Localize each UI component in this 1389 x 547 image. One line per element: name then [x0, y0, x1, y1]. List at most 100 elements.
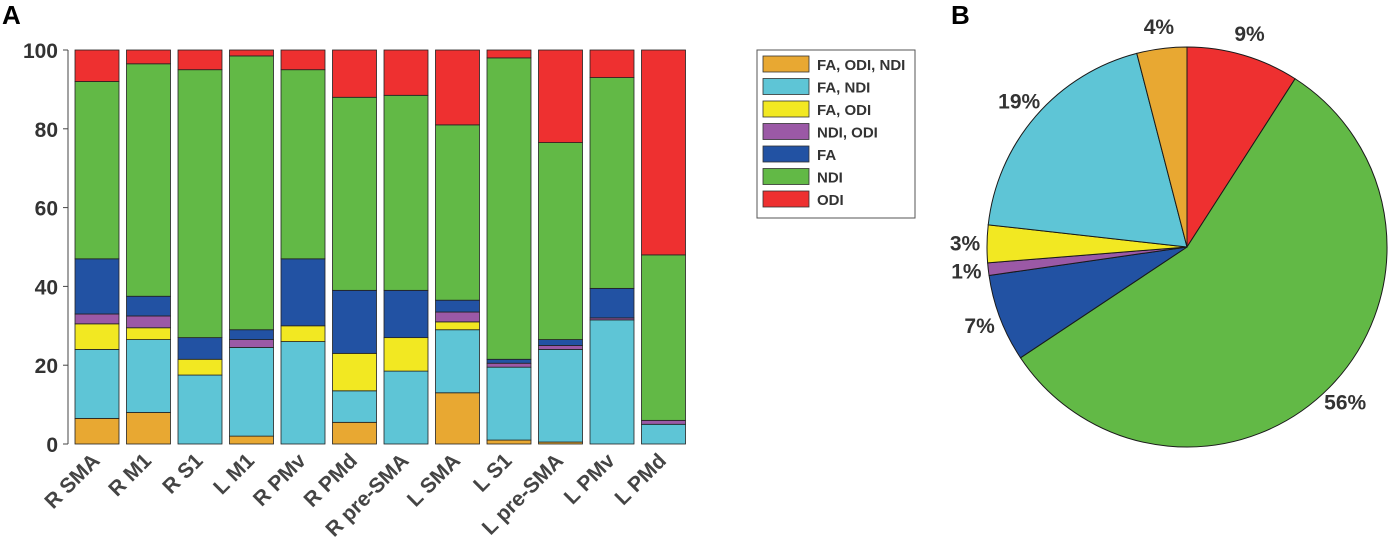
bar-segment-r-sma-odi: [74, 49, 120, 82]
legend-items: FA, ODI, NDI FA, NDI FA, ODI NDI, ODI FA NDI O…: [762, 55, 905, 209]
legend-label-fa-odi-ndi: FA, ODI, NDI: [817, 57, 905, 74]
bar-segment-r-m1-fa-ndi: [126, 339, 171, 413]
bar-segment-r-sma-fa-odi: [74, 323, 120, 350]
legend-swatch-ndi-odi: [762, 123, 810, 140]
bar-segment-l-pmv-fa-ndi: [589, 319, 635, 445]
bar-segment-l-m1-fa-ndi: [229, 347, 274, 437]
bar-segment-l-sma-fa-ndi: [435, 329, 480, 394]
bar-segment-l-pmd-fa-ndi: [641, 423, 686, 445]
pie-label-7: 7%: [964, 315, 995, 338]
x-tick-label-r-sma: R SMA: [40, 449, 104, 513]
bar-segment-l-s1-fa: [486, 358, 532, 364]
legend-swatch-fa-odi-ndi: [762, 55, 810, 73]
bar-segment-r-pre-sma-fa-odi: [383, 337, 429, 372]
bar-segment-r-pmv-fa: [280, 258, 326, 327]
bar-segment-r-pre-sma-fa-ndi: [383, 370, 429, 445]
bar-segment-r-sma-fa-ndi: [74, 349, 120, 419]
bar-segment-r-s1-fa-ndi: [177, 374, 223, 445]
bar-segment-l-s1-odi: [486, 49, 532, 59]
bar-segment-r-pmv-ndi: [280, 69, 326, 260]
x-tick-label-r-m1: R M1: [104, 449, 156, 501]
bar-segment-r-pmd-fa: [332, 289, 377, 354]
bar-segment-r-pmv-fa-odi: [280, 325, 326, 342]
legend: FA, ODI, NDI FA, NDI FA, ODI NDI, ODI FA NDI O…: [756, 49, 916, 219]
bar-segment-r-pmd-fa-odi: [332, 352, 377, 392]
bar-segment-r-m1-fa-odi: [126, 327, 171, 340]
pie-slice-56: [1019, 78, 1388, 448]
x-tick-label-l-s1: L S1: [469, 449, 517, 497]
legend-label-fa-odi: FA, ODI: [817, 102, 871, 119]
legend-label-odi: ODI: [817, 192, 844, 209]
bar-segment-r-pmd-fa-odi-ndi: [332, 421, 377, 445]
y-tick-label: 80: [35, 119, 58, 142]
y-tick-label: 20: [35, 355, 58, 378]
bar-segment-r-sma-ndi: [74, 81, 120, 260]
bar-segment-l-m1-ndi-odi: [229, 339, 274, 348]
pie-label-19: 19%: [998, 91, 1040, 114]
pie-label-3: 3%: [950, 233, 981, 256]
pie-slice-19: [987, 52, 1188, 248]
pie-label-9: 9%: [1234, 23, 1265, 46]
pie-label-56: 56%: [1324, 392, 1366, 415]
bar-segment-l-pmd-ndi-odi: [641, 419, 686, 425]
bar-segment-r-pmd-fa-ndi: [332, 390, 377, 423]
pie-panel: B 9% 56% 7% 1% 3% 19% 4%: [950, 0, 1388, 448]
y-tick-label: 0: [46, 434, 58, 457]
y-axis-ticks: 0 20 40 60 80 100: [23, 40, 69, 457]
legend-label-ndi-odi: NDI, ODI: [817, 125, 878, 142]
legend-label-fa-ndi: FA, NDI: [817, 80, 870, 97]
legend-swatch-ndi: [762, 168, 810, 185]
x-tick-label-l-pmd: L PMd: [610, 449, 671, 510]
legend-label-ndi: NDI: [817, 170, 843, 187]
bar-segment-r-s1-fa: [177, 337, 223, 360]
bar-segment-l-s1-fa-ndi: [486, 366, 532, 441]
bar-segment-r-pre-sma-fa: [383, 289, 429, 339]
pie-label-1: 1%: [951, 261, 982, 284]
pie-slice-9: [1186, 46, 1296, 249]
pie-slices: [986, 46, 1388, 448]
bar-segment-r-sma-ndi-odi: [74, 313, 120, 325]
legend-swatch-fa-odi: [762, 100, 810, 118]
bar-segment-l-pre-sma-ndi-odi: [538, 345, 583, 350]
bar-segment-r-pmd-odi: [332, 49, 377, 98]
bar-segment-l-pre-sma-fa: [538, 339, 583, 346]
bar-segment-l-pmv-odi: [589, 49, 635, 78]
bar-segment-r-m1-fa-odi-ndi: [126, 412, 171, 445]
legend-swatch-fa: [762, 145, 810, 163]
bar-segment-l-pmd-ndi: [641, 254, 686, 421]
bar-segment-l-m1-odi: [229, 49, 274, 57]
bar-segment-r-pmd-ndi: [332, 96, 377, 291]
bar-segment-l-sma-ndi-odi: [435, 311, 480, 323]
bar-segment-l-sma-ndi: [435, 124, 480, 301]
x-tick-label-l-pmv: L PMv: [560, 449, 620, 509]
bar-segment-l-m1-ndi: [229, 55, 274, 331]
bar-segment-l-s1-ndi: [486, 57, 532, 360]
bar-segment-r-m1-fa: [126, 295, 171, 317]
bar-segment-r-pmv-fa-ndi: [280, 341, 326, 445]
y-tick-label: 40: [35, 276, 58, 299]
bar-segment-l-pmv-fa: [589, 287, 635, 319]
bar-segment-r-sma-fa-odi-ndi: [74, 417, 120, 445]
bar-segment-l-s1-ndi-odi: [486, 362, 532, 368]
bar-segments: [74, 49, 686, 445]
bar-segment-l-sma-fa-odi-ndi: [435, 392, 480, 445]
bar-segment-l-pre-sma-odi: [538, 49, 583, 143]
panel-label-a: A: [2, 0, 21, 30]
legend-swatch-odi: [762, 190, 810, 208]
bar-segment-l-sma-fa: [435, 299, 480, 313]
bar-segment-l-m1-fa: [229, 329, 274, 340]
x-tick-label-r-pmv: R PMv: [249, 449, 311, 511]
bar-segment-l-s1-fa-odi-ndi: [486, 439, 532, 445]
bar-segment-r-pre-sma-ndi: [383, 94, 429, 291]
x-tick-label-l-sma: L SMA: [403, 449, 465, 511]
pie-labels: 9% 56% 7% 1% 3% 19% 4%: [950, 16, 1367, 415]
bar-segment-r-m1-ndi: [126, 63, 171, 297]
bar-segment-r-sma-fa: [74, 258, 120, 315]
bar-segment-l-m1-fa-odi-ndi: [229, 435, 274, 445]
y-tick-label: 100: [23, 40, 58, 63]
bar-segment-r-m1-odi: [126, 49, 171, 65]
